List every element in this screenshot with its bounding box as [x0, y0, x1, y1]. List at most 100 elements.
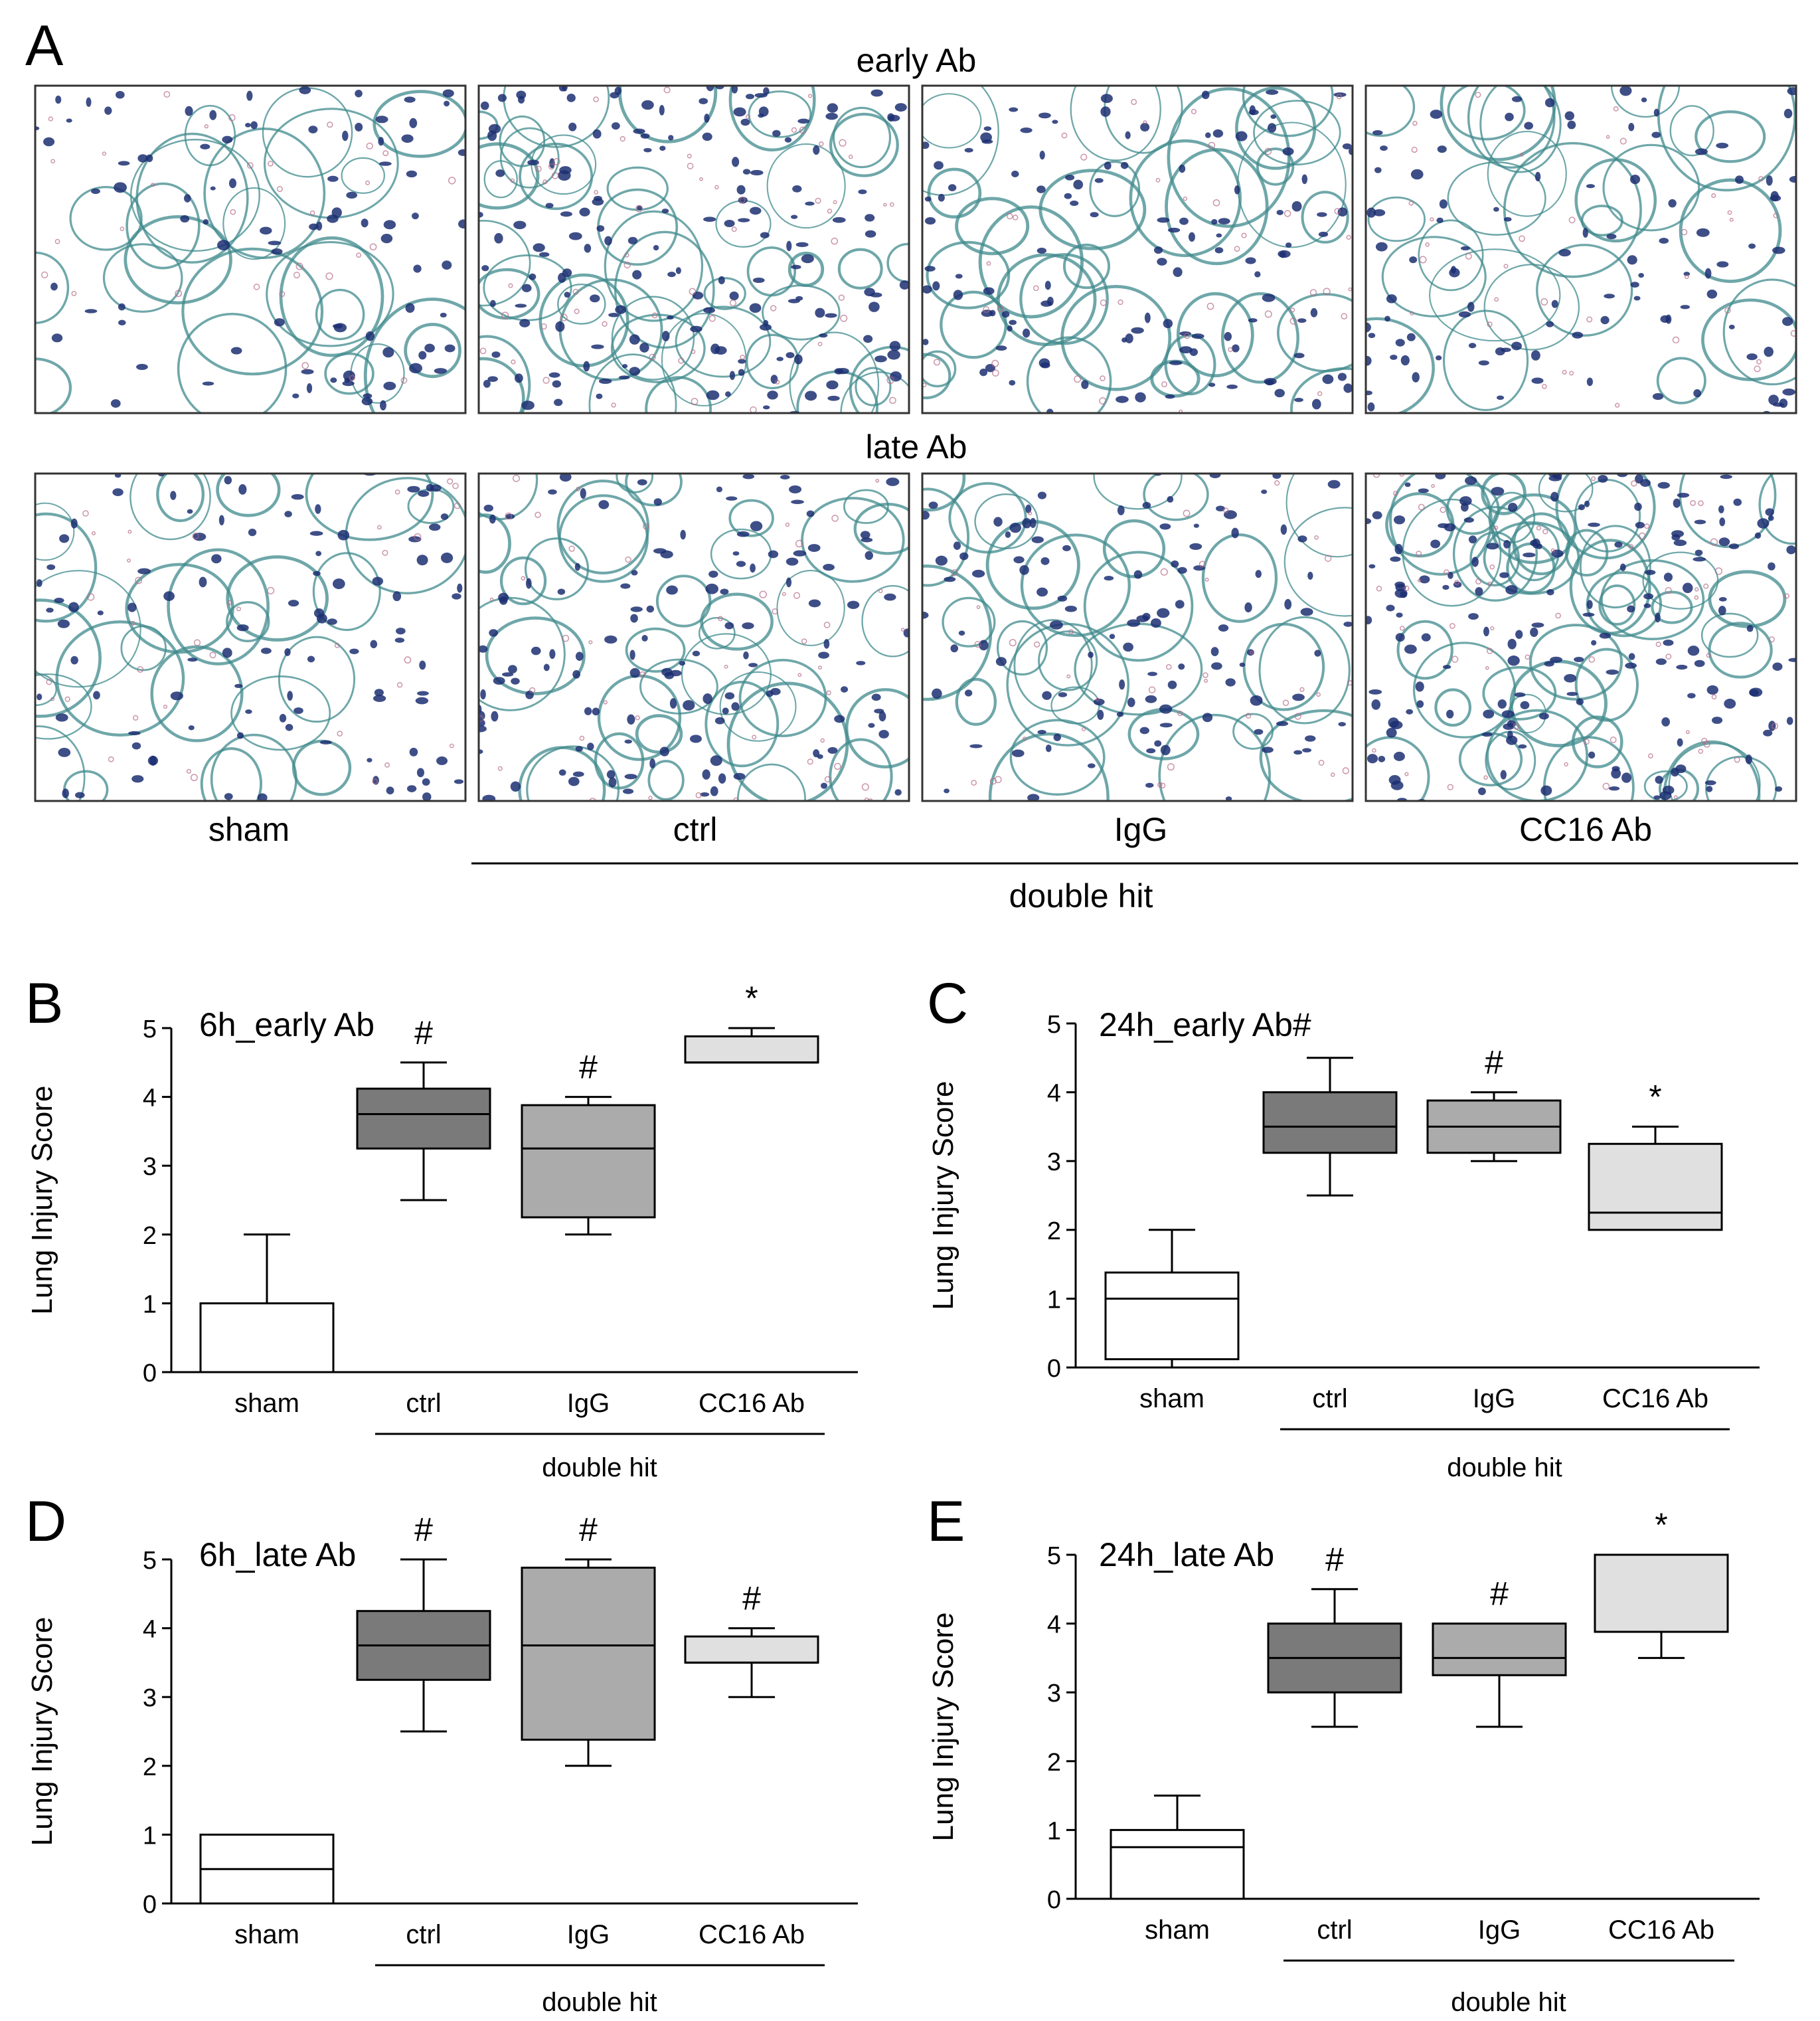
y-tick-label: 2 — [143, 1222, 157, 1250]
significance-marker: # — [579, 1049, 598, 1086]
box-iqr — [199, 1302, 335, 1373]
y-tick-label: 3 — [143, 1684, 157, 1712]
micrograph-tile — [34, 84, 467, 414]
box-iqr — [1110, 1828, 1245, 1900]
y-tick-label: 4 — [1047, 1611, 1061, 1639]
box-iqr — [356, 1087, 491, 1150]
panel-a-column-label-sham: sham — [208, 811, 290, 848]
panel-d-chart: D 6h_late Ab Lung Injury Score 0 1 2 3 4 5 sham # c… — [25, 1490, 858, 2017]
y-tick-label: 1 — [1047, 1817, 1061, 1845]
x-tick-label: ctrl — [406, 1389, 441, 1418]
box-ctrl — [1262, 1057, 1398, 1197]
y-axis-label: Lung Injury Score — [26, 1086, 58, 1315]
y-axis-label: Lung Injury Score — [26, 1617, 58, 1846]
group-label: double hit — [542, 1453, 657, 1482]
chart-title: 6h_late Ab — [199, 1536, 356, 1573]
x-tick-label: sham — [1145, 1915, 1210, 1945]
box-iqr — [1588, 1142, 1723, 1231]
box-ctrl — [1267, 1588, 1402, 1728]
y-tick-label: 4 — [143, 1085, 157, 1112]
micrograph-tile — [477, 84, 910, 414]
significance-marker: # — [1325, 1541, 1344, 1578]
panel-a: A early Ab late Ab sham ctrl IgG CC16 Ab… — [25, 14, 1798, 915]
group-label: double hit — [1451, 1988, 1566, 2017]
y-tick-label: 4 — [1047, 1080, 1061, 1108]
micrograph-tile — [34, 472, 467, 802]
x-tick-label: IgG — [567, 1389, 610, 1418]
micrograph-tile — [1365, 472, 1797, 802]
box-cc16-ab — [1594, 1553, 1729, 1659]
panel-a-column-label-igg: IgG — [1114, 811, 1168, 848]
micrograph-tile — [1365, 84, 1797, 414]
y-tick-label: 1 — [1047, 1286, 1061, 1314]
box-iqr — [1432, 1623, 1567, 1676]
box-plots: B 6h_early Ab Lung Injury Score 0 1 2 3 4 5 sham #… — [25, 972, 1760, 2017]
box-iqr — [1104, 1271, 1240, 1361]
significance-marker: * — [1655, 1506, 1667, 1543]
x-tick-label: ctrl — [1317, 1915, 1352, 1945]
y-tick-label: 3 — [143, 1153, 157, 1181]
y-tick-label: 2 — [1047, 1217, 1061, 1245]
panel-a-column-label-cc16: CC16 Ab — [1519, 811, 1652, 848]
x-tick-label: CC16 Ab — [1608, 1915, 1714, 1945]
significance-marker: # — [742, 1580, 761, 1617]
micrograph-grid — [34, 84, 1797, 802]
y-tick-label: 0 — [143, 1360, 157, 1387]
panel-c-chart: C 24h_early Ab# Lung Injury Score 0 1 2 3 4 5 sha… — [927, 972, 1760, 1482]
panel-a-letter: A — [25, 14, 64, 78]
panel-e-chart: E 24h_late Ab Lung Injury Score 0 1 2 3 4 5 sham #… — [927, 1490, 1760, 2017]
box-sham — [1110, 1795, 1245, 1900]
micrograph-tile — [921, 84, 1354, 414]
x-tick-label: CC16 Ab — [699, 1389, 805, 1418]
x-tick-label: ctrl — [406, 1920, 441, 1949]
significance-marker: # — [1485, 1044, 1503, 1081]
box-igg — [521, 1096, 656, 1236]
y-axis-label: Lung Injury Score — [927, 1081, 959, 1310]
panel-e-letter: E — [927, 1490, 965, 1553]
box-iqr — [684, 1635, 819, 1664]
box-sham — [199, 1233, 335, 1373]
y-tick-label: 5 — [143, 1015, 157, 1043]
box-ctrl — [356, 1558, 491, 1733]
box-iqr — [684, 1035, 819, 1064]
panel-a-row-title-early: early Ab — [857, 42, 977, 79]
group-label: double hit — [1447, 1453, 1562, 1482]
box-cc16-ab — [1588, 1125, 1723, 1231]
significance-marker: # — [414, 1511, 433, 1548]
panel-a-row-title-late: late Ab — [866, 428, 967, 466]
box-iqr — [1594, 1553, 1729, 1633]
panel-b-letter: B — [25, 972, 63, 1035]
y-tick-label: 3 — [1047, 1148, 1061, 1176]
y-tick-label: 1 — [143, 1290, 157, 1318]
significance-marker: # — [1490, 1575, 1509, 1613]
box-sham — [199, 1833, 335, 1905]
y-axis-label: Lung Injury Score — [927, 1613, 959, 1842]
box-iqr — [521, 1104, 656, 1219]
significance-marker: # — [414, 1014, 433, 1051]
x-tick-label: sham — [1139, 1384, 1204, 1413]
y-tick-label: 0 — [143, 1891, 157, 1919]
y-tick-label: 5 — [143, 1547, 157, 1575]
panel-c-letter: C — [927, 972, 968, 1035]
significance-marker: * — [1649, 1078, 1661, 1115]
y-tick-label: 5 — [1047, 1542, 1061, 1570]
significance-marker: # — [579, 1511, 598, 1548]
x-tick-label: sham — [234, 1920, 299, 1949]
y-tick-label: 4 — [143, 1616, 157, 1644]
micrograph-tile — [921, 472, 1354, 802]
x-tick-label: IgG — [567, 1920, 610, 1949]
box-igg — [1426, 1091, 1562, 1162]
box-igg — [1432, 1623, 1567, 1728]
panel-d-letter: D — [25, 1490, 66, 1553]
y-tick-label: 3 — [1047, 1680, 1061, 1708]
panel-b-chart: B 6h_early Ab Lung Injury Score 0 1 2 3 4 5 sham #… — [25, 972, 858, 1482]
box-iqr — [521, 1566, 656, 1741]
box-iqr — [1262, 1091, 1398, 1154]
panel-a-column-label-ctrl: ctrl — [673, 811, 718, 848]
y-tick-label: 0 — [1047, 1886, 1061, 1914]
x-tick-label: IgG — [1473, 1384, 1515, 1413]
x-tick-label: CC16 Ab — [699, 1920, 805, 1949]
x-tick-label: IgG — [1478, 1915, 1521, 1945]
x-tick-label: sham — [234, 1389, 299, 1418]
